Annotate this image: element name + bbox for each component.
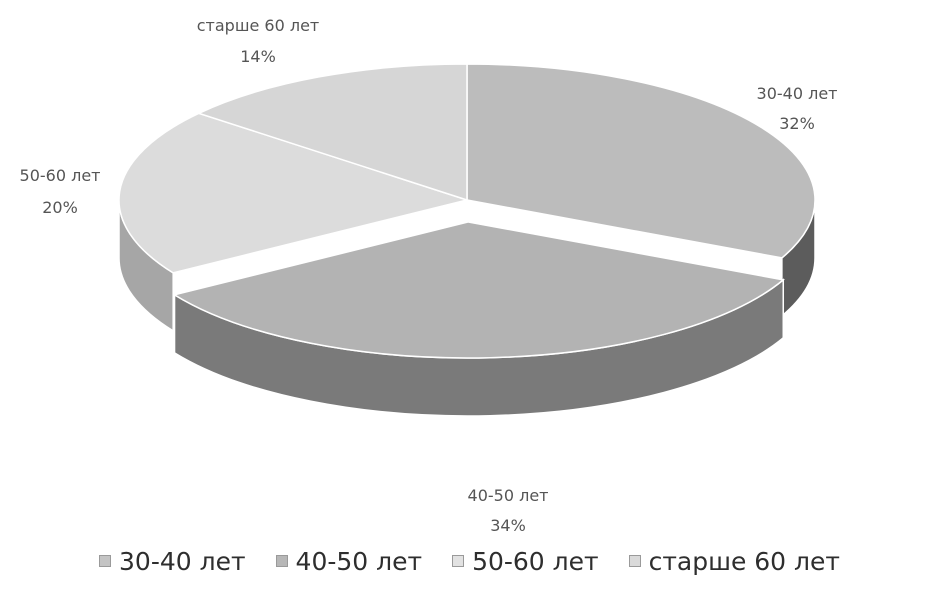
legend-label-50-60: 50-60 лет bbox=[472, 546, 599, 576]
legend-item-50-60: 50-60 лет bbox=[452, 547, 599, 576]
legend-item-over-60: старше 60 лет bbox=[628, 546, 840, 576]
data-label-over-60-value: 14% bbox=[240, 47, 276, 66]
legend-swatch-50-60 bbox=[452, 555, 465, 567]
chart-legend: 30-40 лет 40-50 лет 50-60 лет старше 60 … bbox=[0, 533, 939, 589]
pie-slice-40-50 bbox=[172, 221, 785, 359]
legend-label-40-50: 40-50 лет bbox=[295, 546, 423, 576]
legend-item-40-50: 40-50 лет bbox=[275, 546, 423, 576]
data-label-30-40-value: 32% bbox=[779, 114, 815, 133]
pie-slice-30-40 bbox=[466, 63, 816, 259]
pie-slice-50-60 bbox=[118, 112, 470, 274]
legend-label-30-40: 30-40 лет bbox=[119, 546, 246, 576]
pie-tops bbox=[118, 63, 816, 359]
data-label-40-50-name: 40-50 лет bbox=[468, 486, 549, 505]
legend-swatch-40-50 bbox=[275, 555, 288, 567]
data-label-over-60-name: старше 60 лет bbox=[197, 16, 319, 35]
data-label-50-60-value: 20% bbox=[42, 198, 78, 217]
legend-swatch-over-60 bbox=[628, 555, 641, 567]
pie-data-labels: 30-40 лет 32% 40-50 лет 34% 50-60 лет 20… bbox=[20, 16, 838, 533]
data-label-40-50-value: 34% bbox=[490, 516, 526, 533]
legend-swatch-30-40 bbox=[99, 555, 112, 567]
data-label-50-60-name: 50-60 лет bbox=[20, 166, 101, 185]
pie-sides bbox=[118, 199, 816, 417]
pie-slice-over-60 bbox=[196, 63, 468, 202]
legend-item-30-40: 30-40 лет bbox=[99, 547, 246, 576]
pie-chart-svg: 30-40 лет 32% 40-50 лет 34% 50-60 лет 20… bbox=[20, 16, 838, 533]
legend-label-over-60: старше 60 лет bbox=[648, 546, 840, 576]
data-label-30-40-name: 30-40 лет bbox=[757, 84, 838, 103]
